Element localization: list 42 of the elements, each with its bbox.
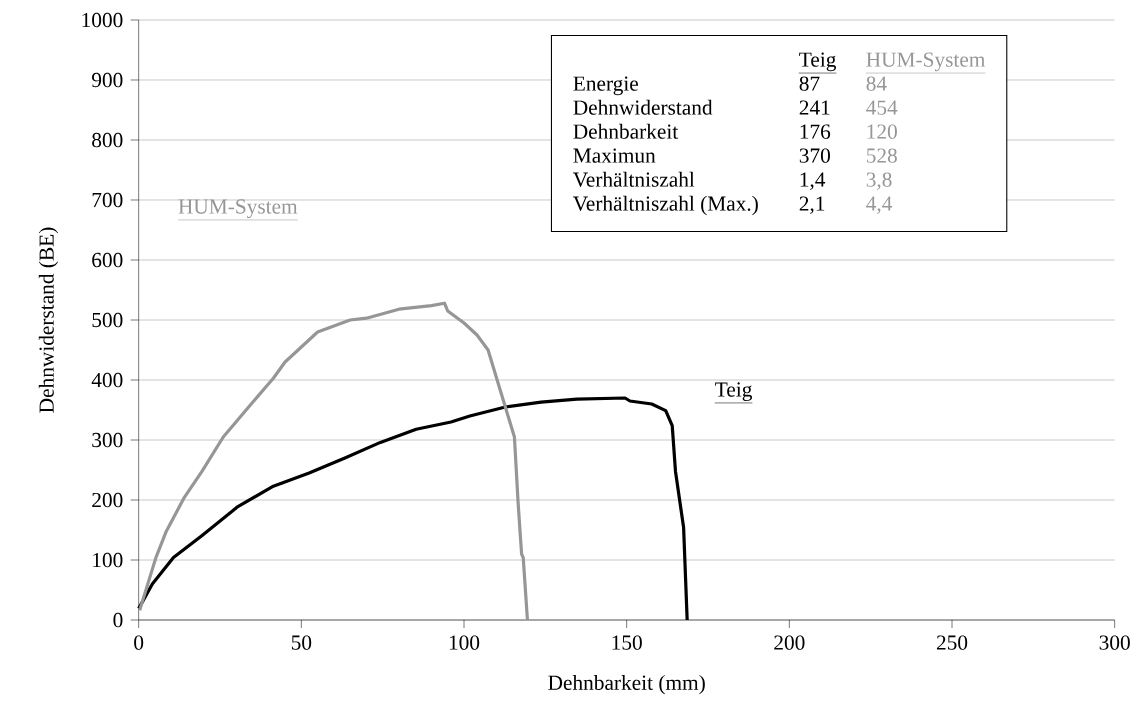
annotation: 2,1 [799, 196, 825, 214]
annotation: Energie [573, 76, 638, 96]
annotation: HUM-System [866, 52, 986, 72]
annotation: Verhältniszahl (Max.) [573, 195, 758, 216]
annotation: 241 [799, 100, 830, 115]
annotation: 454 [866, 100, 898, 115]
y-tick-label: 700 [92, 192, 123, 208]
annotation: 84 [866, 76, 887, 91]
annotation: 1,4 [800, 172, 826, 190]
y-tick-label: 600 [92, 252, 123, 268]
x-tick-label: 0 [134, 635, 144, 650]
annotation: 87 [799, 76, 820, 91]
y-tick-label: 100 [93, 552, 123, 568]
y-tick-label: 400 [91, 372, 123, 388]
annotation: 528 [866, 148, 897, 163]
y-tick-label: 300 [92, 432, 123, 448]
annotation: Dehnwiderstand [573, 99, 713, 115]
annotation: 120 [867, 124, 897, 139]
x-tick-label: 300 [1099, 635, 1130, 650]
text: HUM-System [178, 199, 298, 219]
y-tick-label: 200 [92, 492, 123, 508]
y-tick-label: 900 [91, 72, 123, 88]
x-axis-title: Dehnbarkeit (mm) [548, 674, 705, 695]
y-tick-label: 800 [92, 132, 123, 148]
annotation: Verhältniszahl [573, 171, 695, 187]
annotation: Dehnbarkeit [573, 123, 679, 139]
x-tick-label: 250 [936, 635, 968, 650]
annotation: 3,8 [866, 172, 892, 190]
annotation: Teig [799, 52, 837, 72]
y-axis-title: Dehnwiderstand (BE) [38, 227, 59, 413]
annotation: Maximun [573, 148, 656, 163]
text: Teig [715, 382, 753, 402]
annotation: 4,4 [866, 196, 893, 214]
y-tick-label: 1000 [82, 12, 123, 28]
x-tick-label: 200 [774, 635, 805, 650]
y-tick-label: 500 [92, 312, 123, 328]
annotation: 176 [800, 124, 831, 139]
annotation: 370 [799, 148, 830, 163]
x-tick-label: 100 [449, 635, 480, 650]
x-tick-label: 150 [612, 635, 642, 650]
x-tick-label: 50 [291, 635, 312, 650]
y-tick-label: 0 [113, 612, 123, 628]
